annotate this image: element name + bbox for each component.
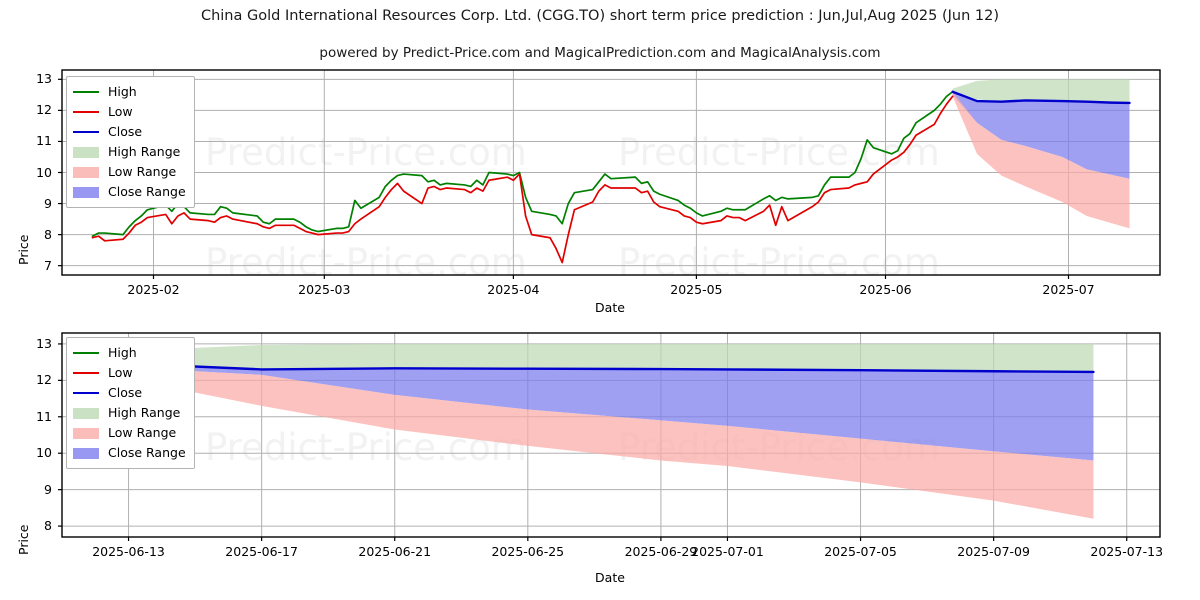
top-chart-panel: Price Predict-Price.com Predict-Price.com… xyxy=(0,60,1200,315)
band-close-range xyxy=(952,91,1130,179)
x-tick-label: 2025-06-29 xyxy=(624,544,698,559)
legend-item-label: High Range xyxy=(108,405,181,420)
y-tick-label: 11 xyxy=(36,133,52,149)
plot-frame xyxy=(61,332,1161,538)
legend-item-label: Low xyxy=(108,104,133,119)
watermark-text: Predict-Price.com xyxy=(618,241,940,284)
legend-item-label: Close xyxy=(108,124,143,139)
legend-patch-swatch xyxy=(73,406,99,420)
y-tick-label: 10 xyxy=(36,164,52,180)
y-tick-label: 9 xyxy=(44,195,52,211)
legend-item-high: High xyxy=(73,82,186,102)
legend-line-swatch xyxy=(73,105,99,119)
legend-item-close: Close xyxy=(73,122,186,142)
band-high-range xyxy=(952,79,1130,103)
legend-item-label: High xyxy=(108,84,137,99)
y-tick-label: 8 xyxy=(44,226,52,242)
x-tick-label: 2025-06 xyxy=(859,282,912,297)
y-tick-label: 10 xyxy=(36,445,52,461)
series-line-high xyxy=(91,90,954,238)
x-tick-label: 2025-07-09 xyxy=(957,544,1030,559)
legend-patch-swatch xyxy=(73,426,99,440)
bottom-chart-x-axis-label: Date xyxy=(595,570,625,585)
y-tick-label: 11 xyxy=(36,408,52,424)
x-tick-label: 2025-04 xyxy=(487,282,540,297)
legend-item-close-range: Close Range xyxy=(73,443,186,463)
legend-item-close: Close xyxy=(73,383,186,403)
legend-item-high-range: High Range xyxy=(73,142,186,162)
x-tick-label: 2025-02 xyxy=(127,282,180,297)
legend-item-close-range: Close Range xyxy=(73,182,186,202)
top-chart-legend: High Low Close High Range Low Range Close Ran… xyxy=(66,76,195,208)
legend-item-label: Low Range xyxy=(108,164,177,179)
band-low-range xyxy=(952,91,1130,229)
legend-item-low: Low xyxy=(73,363,186,383)
band-high-range xyxy=(95,343,1094,372)
y-tick-label: 12 xyxy=(36,102,52,118)
legend-item-label: High Range xyxy=(108,144,181,159)
legend-item-label: Close xyxy=(108,385,143,400)
legend-patch-swatch xyxy=(73,446,99,460)
legend-item-label: Close Range xyxy=(108,445,186,460)
legend-patch-swatch xyxy=(73,145,99,159)
y-tick-label: 7 xyxy=(44,257,52,273)
legend-item-high: High xyxy=(73,343,186,363)
legend-patch-swatch xyxy=(73,165,99,179)
legend-line-swatch xyxy=(73,85,99,99)
x-tick-label: 2025-06-17 xyxy=(225,544,298,559)
x-tick-label: 2025-06-21 xyxy=(358,544,432,559)
legend-item-label: Close Range xyxy=(108,184,186,199)
watermark-text: Predict-Price.com xyxy=(205,241,527,284)
legend-item-low-range: Low Range xyxy=(73,162,186,182)
x-tick-label: 2025-03 xyxy=(298,282,351,297)
top-chart-x-axis-label: Date xyxy=(595,300,625,315)
legend-item-label: Low Range xyxy=(108,425,177,440)
legend-item-low: Low xyxy=(73,102,186,122)
watermark-text: Predict-Price.com xyxy=(205,131,527,174)
x-tick-label: 2025-06-13 xyxy=(92,544,165,559)
legend-line-swatch xyxy=(73,366,99,380)
y-tick-label: 13 xyxy=(36,335,52,351)
y-tick-label: 12 xyxy=(36,372,52,388)
band-low-range xyxy=(95,362,1094,519)
legend-item-high-range: High Range xyxy=(73,403,186,423)
series-line-low xyxy=(91,95,954,264)
x-tick-label: 2025-07-13 xyxy=(1090,544,1164,559)
legend-line-swatch xyxy=(73,346,99,360)
series-line-close xyxy=(951,90,1131,105)
top-chart-plot: Predict-Price.com Predict-Price.com Predic… xyxy=(58,69,1161,284)
page-subtitle: powered by Predict-Price.com and Magical… xyxy=(319,45,881,61)
x-tick-label: 2025-07-01 xyxy=(691,544,764,559)
y-tick-label: 13 xyxy=(36,71,52,87)
series-line-close xyxy=(94,360,1095,374)
legend-item-low-range: Low Range xyxy=(73,423,186,443)
legend-item-label: Low xyxy=(108,365,133,380)
legend-patch-swatch xyxy=(73,185,99,199)
y-tick-label: 9 xyxy=(44,481,52,497)
bottom-chart-panel: Price Predict-Price.comPredict-Price.com… xyxy=(0,325,1200,600)
page-title: China Gold International Resources Corp.… xyxy=(200,8,1000,24)
band-close-range xyxy=(95,359,1094,461)
x-tick-label: 2025-07 xyxy=(1042,282,1095,297)
legend-item-label: High xyxy=(108,345,137,360)
legend-line-swatch xyxy=(73,386,99,400)
x-tick-label: 2025-07-05 xyxy=(824,544,897,559)
x-tick-label: 2025-05 xyxy=(670,282,723,297)
legend-line-swatch xyxy=(73,125,99,139)
y-tick-label: 8 xyxy=(44,518,52,534)
x-tick-label: 2025-06-25 xyxy=(491,544,565,559)
watermark-text: Predict-Price.com xyxy=(618,131,940,174)
bottom-chart-legend: High Low Close High Range Low Range Close Ran… xyxy=(66,337,195,469)
